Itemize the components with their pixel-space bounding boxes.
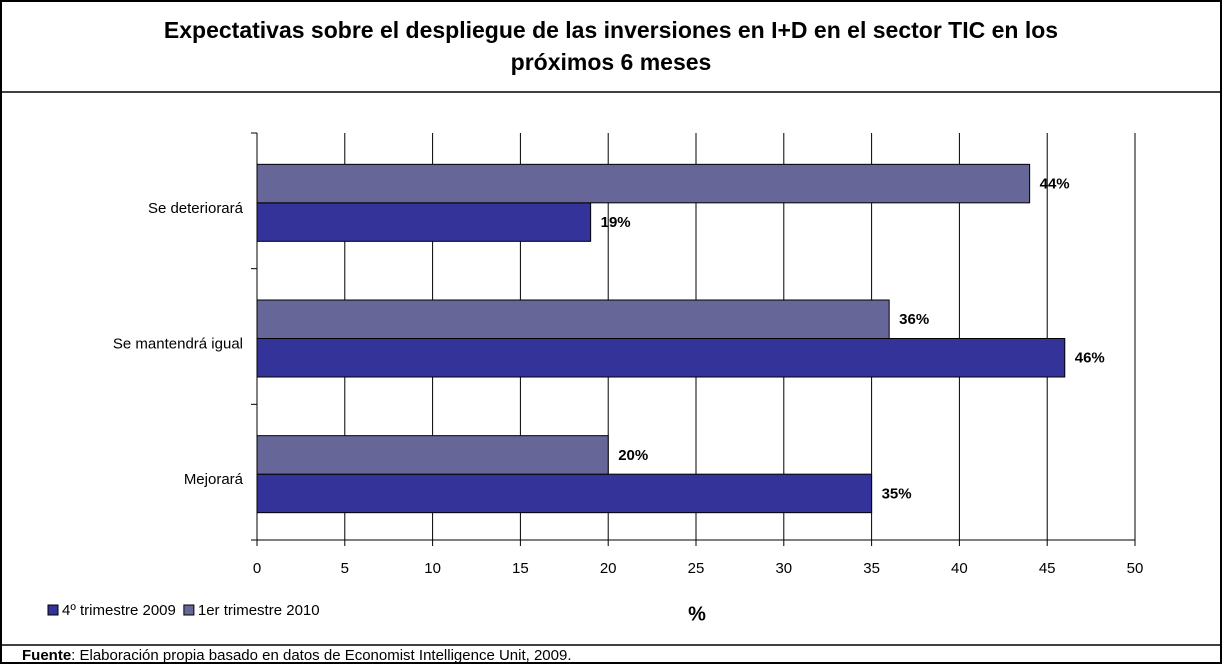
y-tick-label: Se deteriorará bbox=[148, 200, 244, 217]
x-axis-label: % bbox=[688, 603, 706, 625]
source-label: Fuente bbox=[22, 647, 71, 664]
bar bbox=[256, 202, 592, 242]
value-label: 35% bbox=[882, 485, 912, 502]
value-label: 19% bbox=[601, 214, 631, 231]
chart-title: próximos 6 meses bbox=[511, 49, 712, 75]
x-tick-label: 50 bbox=[1127, 560, 1144, 577]
bar bbox=[256, 299, 890, 339]
x-tick-label: 15 bbox=[512, 560, 529, 577]
value-label: 44% bbox=[1040, 176, 1070, 193]
y-tick-label: Mejorará bbox=[184, 471, 244, 488]
bar bbox=[256, 163, 1031, 204]
source-note: Fuente: Elaboración propia basado en dat… bbox=[22, 647, 572, 664]
bar bbox=[256, 473, 873, 514]
legend-swatch bbox=[183, 604, 195, 616]
value-label: 36% bbox=[899, 311, 929, 328]
legend-label: 4º trimestre 2009 bbox=[62, 602, 176, 619]
y-tick-label: Se mantendrá igual bbox=[113, 335, 243, 352]
x-tick-label: 40 bbox=[951, 560, 968, 577]
x-tick-label: 25 bbox=[688, 560, 705, 577]
source-text: : Elaboración propia basado en datos de … bbox=[71, 647, 571, 664]
chart-title: Expectativas sobre el despliegue de las … bbox=[164, 17, 1058, 43]
bar bbox=[256, 435, 609, 475]
x-tick-label: 30 bbox=[775, 560, 792, 577]
legend-swatch bbox=[47, 604, 59, 616]
legend-label: 1er trimestre 2010 bbox=[198, 602, 320, 619]
x-tick-label: 45 bbox=[1039, 560, 1056, 577]
value-label: 20% bbox=[618, 447, 648, 464]
x-tick-label: 0 bbox=[253, 560, 261, 577]
bar bbox=[256, 338, 1066, 378]
x-tick-label: 5 bbox=[341, 560, 349, 577]
value-label: 46% bbox=[1075, 350, 1105, 367]
x-tick-label: 20 bbox=[600, 560, 617, 577]
x-tick-label: 10 bbox=[424, 560, 441, 577]
x-tick-label: 35 bbox=[863, 560, 880, 577]
